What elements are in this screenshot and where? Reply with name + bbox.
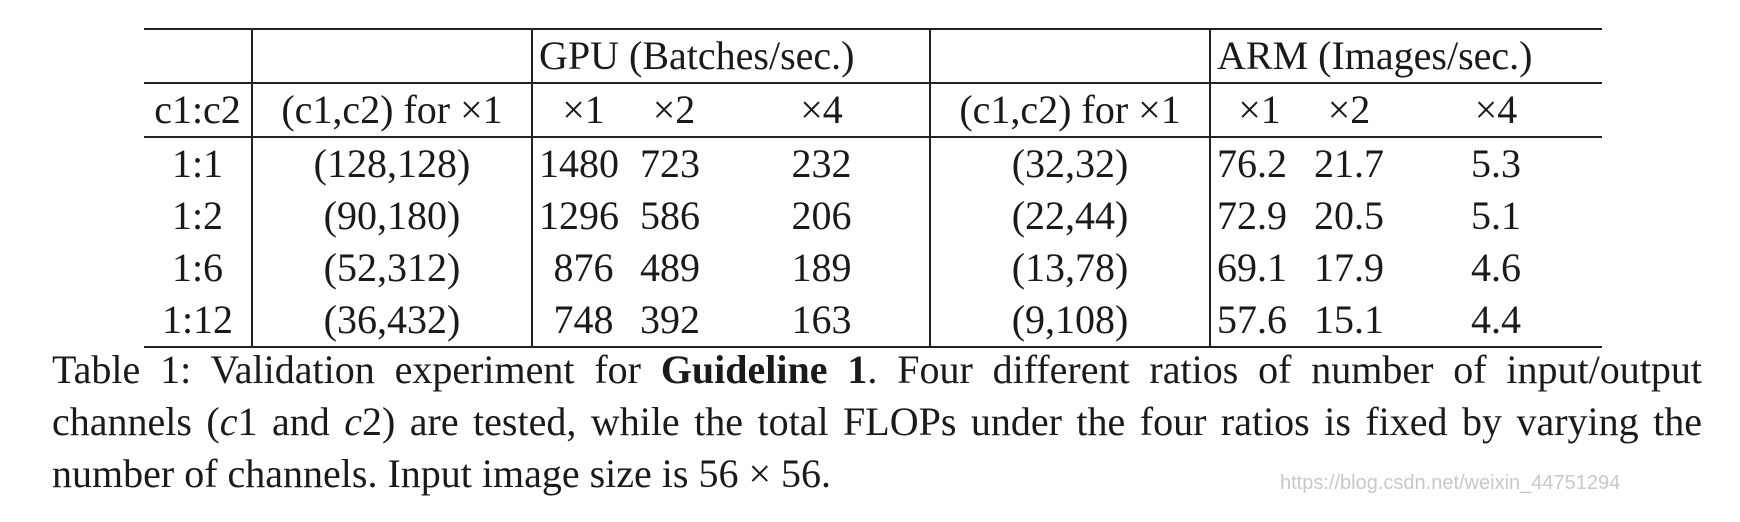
arm-x1-column-header: ×1 [1210, 82, 1309, 137]
gpu-config-cell: (36,432) [252, 294, 533, 348]
arm-x4-cell: 5.1 [1471, 193, 1522, 238]
gpu-x1-cell: 1480 [532, 136, 634, 190]
ratio-cell: 1:1 [144, 136, 253, 190]
arm-x2-cell: 21.7 [1308, 136, 1391, 190]
table-row: 1:12 (36,432) 748 392 163 (9,108) 57.6 1… [144, 294, 1603, 348]
group-header-row: GPU (Batches/sec.) ARM (Images/sec.) [144, 28, 1603, 83]
empty-header-cell [144, 28, 253, 83]
table-caption: Table 1: Validation experiment for Guide… [52, 344, 1702, 500]
gpu-x2-cell: 586 [640, 193, 700, 238]
gpu-group-header: GPU (Batches/sec.) [532, 28, 932, 83]
arm-x1-cell: 69.1 [1217, 245, 1288, 290]
arm-x4-cell: 4.4 [1390, 294, 1603, 348]
caption-text: . Four different ratios of number of inp… [52, 347, 1702, 444]
gpu-x4-cell: 206 [714, 190, 932, 242]
arm-x1-cell: 72.9 [1217, 193, 1288, 238]
gpu-x1-cell: 748 [532, 294, 634, 348]
arm-config-column-header: (c1,c2) for ×1 [930, 82, 1212, 137]
arm-x1-cell: 76.2 [1210, 136, 1309, 190]
caption-bold-guideline: Guideline 1 [660, 347, 868, 392]
gpu-x1-cell: 1296 [539, 193, 619, 238]
arm-group-header: ARM (Images/sec.) [1210, 28, 1603, 83]
arm-x2-cell: 17.9 [1314, 245, 1385, 290]
gpu-config-cell: (90,180) [252, 190, 533, 242]
gpu-x4-cell: 232 [714, 136, 932, 190]
watermark-text: https://blog.csdn.net/weixin_44751294 [1280, 472, 1621, 494]
empty-header-cell [930, 28, 1212, 83]
results-table-container: GPU (Batches/sec.) ARM (Images/sec.) c1:… [144, 28, 1603, 348]
gpu-x1-cell: 876 [553, 245, 614, 290]
arm-config-cell: (32,32) [930, 136, 1212, 190]
gpu-x4-column-header: ×4 [714, 82, 932, 137]
gpu-config-column-header: (c1,c2) for ×1 [252, 82, 533, 137]
gpu-x2-column-header: ×2 [634, 82, 714, 137]
ratio-column-header: c1:c2 [144, 82, 253, 137]
arm-x4-column-header: ×4 [1390, 82, 1603, 137]
gpu-x2-cell: 489 [640, 245, 700, 290]
caption-var-c2: c [344, 399, 362, 444]
caption-label: Table 1: Validation experiment for [52, 347, 661, 392]
ratio-cell: 1:2 [144, 190, 253, 242]
column-header-row: c1:c2 (c1,c2) for ×1 ×1 ×2 ×4 (c1,c2) fo… [144, 82, 1603, 137]
results-table: GPU (Batches/sec.) ARM (Images/sec.) c1:… [144, 28, 1603, 348]
gpu-config-cell: (128,128) [252, 136, 533, 190]
empty-header-cell [252, 28, 533, 83]
table-row: 1:6 (52,312) 876 489 189 (13,78) 69.1 17… [144, 242, 1602, 294]
table-row: 1:1 (128,128) 1480 723 232 (32,32) 76.2 … [144, 136, 1603, 190]
caption-text: 2) are tested, while the total FLOPs und… [52, 399, 1703, 496]
caption-var-c1: c [219, 399, 238, 444]
gpu-x1-column-header: ×1 [532, 82, 634, 137]
arm-x4-cell: 4.6 [1471, 245, 1522, 290]
gpu-x2-cell: 392 [634, 294, 714, 348]
arm-x2-column-header: ×2 [1308, 82, 1391, 137]
table-row: 1:2 (90,180) 1296 586 206 (22,44) 72.9 2… [144, 190, 1602, 242]
arm-x4-cell: 5.3 [1390, 136, 1603, 190]
gpu-x4-cell: 189 [714, 242, 932, 294]
arm-config-cell: (22,44) [930, 190, 1212, 242]
ratio-cell: 1:6 [144, 242, 253, 294]
arm-x2-cell: 15.1 [1308, 294, 1391, 348]
gpu-config-cell: (52,312) [252, 242, 533, 294]
gpu-x2-cell: 723 [634, 136, 714, 190]
arm-x2-cell: 20.5 [1314, 193, 1385, 238]
arm-config-cell: (13,78) [930, 242, 1212, 294]
arm-x1-cell: 57.6 [1210, 294, 1309, 348]
caption-text: 1 and [237, 399, 345, 444]
ratio-cell: 1:12 [144, 294, 253, 348]
arm-config-cell: (9,108) [930, 294, 1212, 348]
gpu-x4-cell: 163 [714, 294, 932, 348]
